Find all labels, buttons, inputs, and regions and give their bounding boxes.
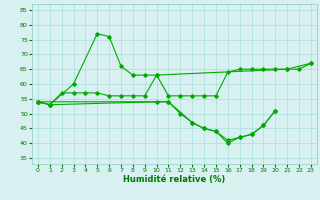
X-axis label: Humidité relative (%): Humidité relative (%)	[123, 175, 226, 184]
